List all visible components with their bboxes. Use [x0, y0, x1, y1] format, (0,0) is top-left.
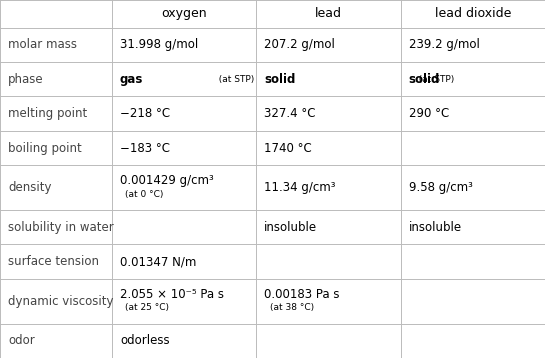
Text: lead dioxide: lead dioxide [434, 7, 511, 20]
Text: odorless: odorless [120, 334, 169, 347]
Text: −218 °C: −218 °C [120, 107, 170, 120]
Text: boiling point: boiling point [8, 141, 82, 155]
Text: dynamic viscosity: dynamic viscosity [8, 295, 114, 308]
Text: phase: phase [8, 73, 44, 86]
Text: density: density [8, 181, 52, 194]
Text: 0.001429 g/cm³: 0.001429 g/cm³ [120, 174, 214, 187]
Text: (at STP): (at STP) [413, 75, 455, 84]
Text: oxygen: oxygen [161, 7, 207, 20]
Text: melting point: melting point [8, 107, 87, 120]
Text: 207.2 g/mol: 207.2 g/mol [264, 38, 335, 51]
Text: 1740 °C: 1740 °C [264, 141, 312, 155]
Text: gas: gas [120, 73, 143, 86]
Text: odor: odor [8, 334, 35, 347]
Text: 290 °C: 290 °C [409, 107, 449, 120]
Text: insoluble: insoluble [409, 221, 462, 234]
Text: 239.2 g/mol: 239.2 g/mol [409, 38, 480, 51]
Text: solid: solid [264, 73, 296, 86]
Text: 327.4 °C: 327.4 °C [264, 107, 316, 120]
Text: lead: lead [315, 7, 342, 20]
Text: surface tension: surface tension [8, 255, 99, 268]
Text: (at STP): (at STP) [213, 75, 255, 84]
Text: 11.34 g/cm³: 11.34 g/cm³ [264, 181, 336, 194]
Text: −183 °C: −183 °C [120, 141, 170, 155]
Text: insoluble: insoluble [264, 221, 317, 234]
Text: (at 0 °C): (at 0 °C) [125, 190, 164, 199]
Text: 31.998 g/mol: 31.998 g/mol [120, 38, 198, 51]
Text: 0.01347 N/m: 0.01347 N/m [120, 255, 196, 268]
Text: 2.055 × 10⁻⁵ Pa s: 2.055 × 10⁻⁵ Pa s [120, 288, 224, 301]
Text: solubility in water: solubility in water [8, 221, 114, 234]
Text: (at 38 °C): (at 38 °C) [270, 304, 314, 313]
Text: solid: solid [409, 73, 440, 86]
Text: 9.58 g/cm³: 9.58 g/cm³ [409, 181, 473, 194]
Text: molar mass: molar mass [8, 38, 77, 51]
Text: 0.00183 Pa s: 0.00183 Pa s [264, 288, 340, 301]
Text: (at 25 °C): (at 25 °C) [125, 304, 169, 313]
